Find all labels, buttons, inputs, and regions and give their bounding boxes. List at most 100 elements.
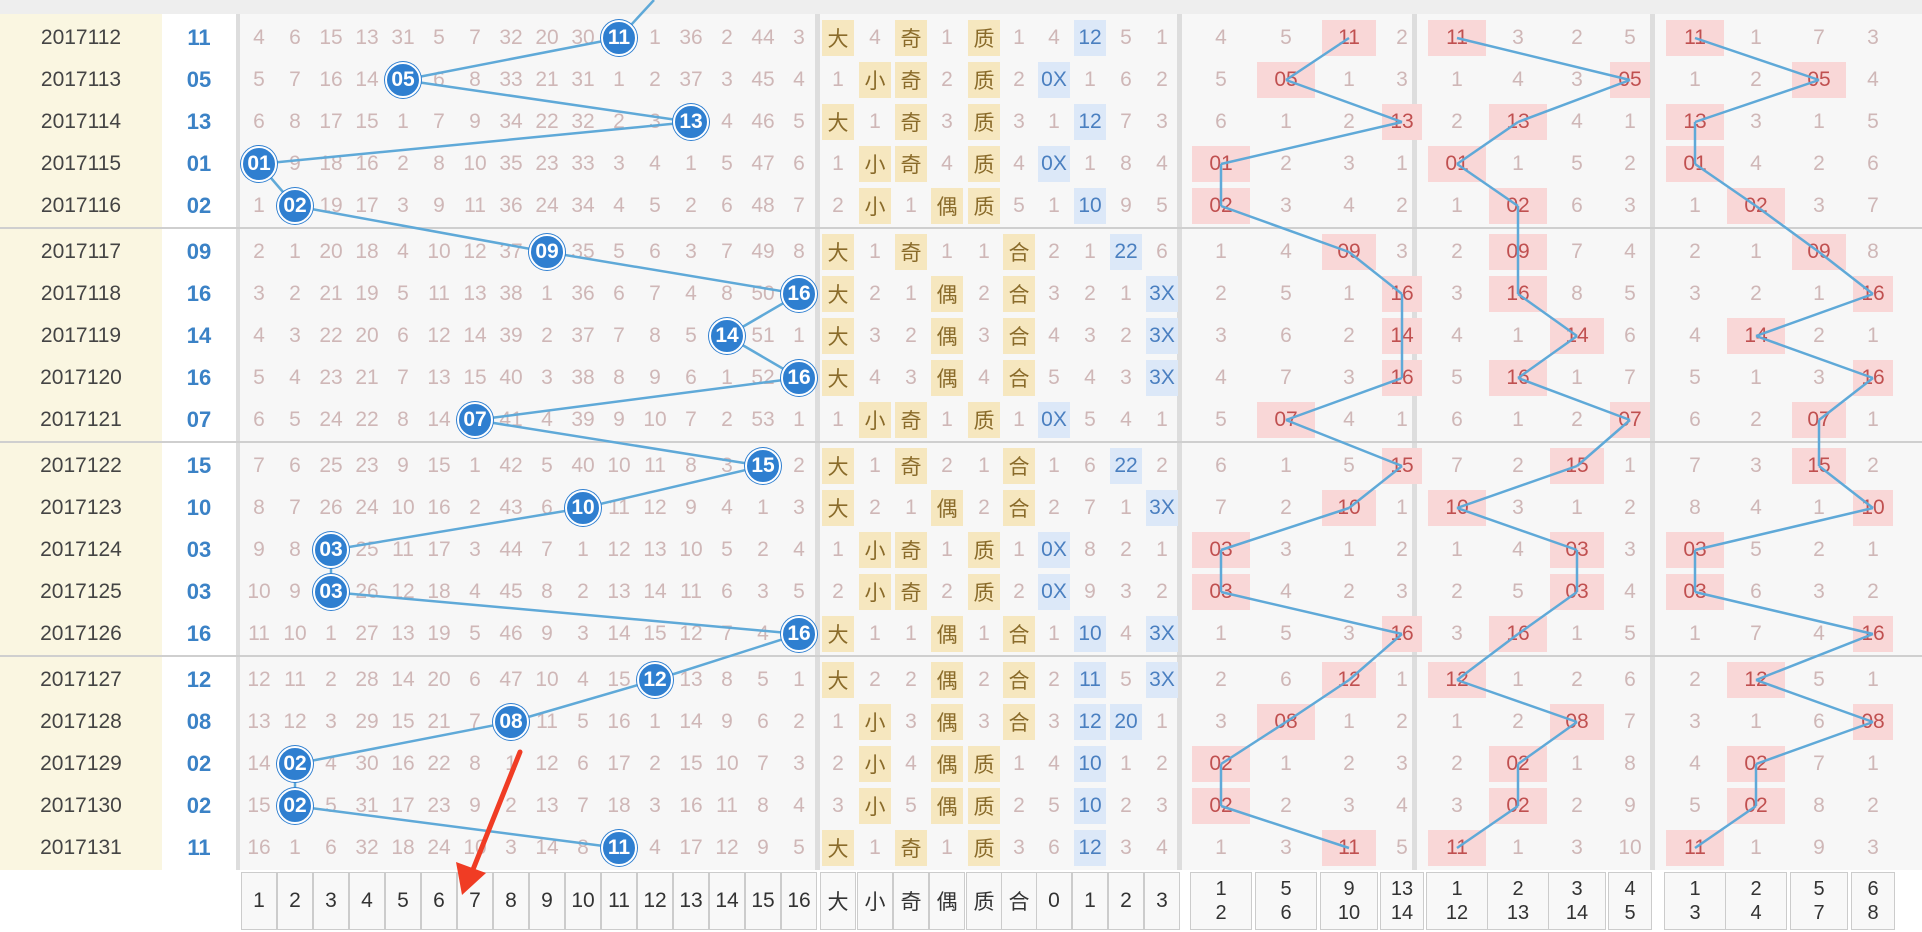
- footer-route: 1: [1072, 872, 1108, 930]
- footer-line: 3: [1689, 902, 1701, 924]
- miss-cell: 45: [499, 580, 523, 603]
- miss-cell: 12: [247, 668, 271, 691]
- group-b-cell: 3: [1624, 538, 1636, 561]
- attr-highlight: [895, 402, 927, 438]
- miss-cell: 3: [649, 110, 661, 133]
- group-a-cell: 3: [1280, 194, 1292, 217]
- group-a-cell: 2: [1396, 194, 1408, 217]
- attr-cell: 质: [973, 754, 995, 777]
- attr-cell: 2: [1013, 794, 1025, 817]
- trend-line-b: [1456, 162, 1519, 208]
- miss-cell: 3: [721, 68, 733, 91]
- miss-cell: 28: [355, 668, 379, 691]
- attr-cell: 大: [827, 838, 849, 861]
- attr-cell: 质: [973, 112, 995, 135]
- attr-cell: 大: [827, 326, 849, 349]
- attr-cell: 偶: [936, 196, 958, 219]
- number-column-bg: [162, 0, 236, 870]
- route-cell: 1: [1156, 538, 1168, 561]
- miss-cell: 21: [535, 68, 559, 91]
- attr-highlight: [822, 104, 854, 140]
- trend-line-main: [294, 804, 620, 850]
- trend-line-b: [1517, 590, 1578, 636]
- attr-cell: 1: [869, 622, 881, 645]
- trend-line-main: [294, 204, 548, 254]
- miss-cell: 17: [679, 836, 703, 859]
- group-c-cell: 1: [1750, 26, 1762, 49]
- column-separator-0: [236, 0, 240, 932]
- trend-line-main: [330, 506, 584, 552]
- miss-cell: 5: [793, 836, 805, 859]
- group-b-cell: 3: [1451, 622, 1463, 645]
- group-a-cell: 1: [1396, 496, 1408, 519]
- attr-highlight: [859, 532, 891, 568]
- attr-cell: 2: [978, 668, 990, 691]
- route-cell: 2: [1120, 794, 1132, 817]
- attr-cell: 2: [832, 194, 844, 217]
- group-c-cell: 2: [1750, 408, 1762, 431]
- group-a-cell: 2: [1396, 538, 1408, 561]
- miss-cell: 3: [721, 454, 733, 477]
- trend-line-b: [1517, 292, 1578, 338]
- attr-cell: 奇: [900, 28, 922, 51]
- trend-line-c: [1694, 506, 1874, 552]
- route-cell: 2: [1120, 324, 1132, 347]
- route-cell: 22: [1114, 240, 1138, 263]
- number-marker: 02: [277, 788, 313, 824]
- group-a-cell: 7: [1280, 366, 1292, 389]
- miss-cell: 53: [751, 408, 775, 431]
- draw-number: 05: [186, 67, 212, 92]
- period-label: 2017127: [40, 668, 122, 691]
- route-highlight: [1074, 704, 1106, 740]
- period-label: 2017114: [40, 110, 122, 133]
- attr-cell: 小: [864, 712, 886, 735]
- attr-cell: 2: [1013, 68, 1025, 91]
- footer-number: 11: [601, 872, 637, 930]
- miss-cell: 38: [499, 282, 523, 305]
- route-cell: 0X: [1041, 408, 1067, 431]
- column-separator-2: [1177, 0, 1182, 932]
- route-highlight: [1038, 402, 1070, 438]
- miss-cell: 7: [289, 68, 301, 91]
- trend-line-b: [1456, 678, 1578, 724]
- group-a-cell: 4: [1280, 580, 1292, 603]
- attr-cell: 5: [905, 794, 917, 817]
- group-c-cell: 5: [1750, 538, 1762, 561]
- draw-number: 11: [187, 25, 211, 50]
- group-b-cell: 4: [1512, 68, 1524, 91]
- group-b-cell: 7: [1624, 366, 1636, 389]
- miss-cell: 46: [499, 622, 523, 645]
- miss-cell: 8: [433, 152, 445, 175]
- group-divider: [0, 655, 1922, 657]
- footer-number: 12: [637, 872, 673, 930]
- group-c-cell: 1: [1867, 752, 1879, 775]
- route-highlight: [1074, 746, 1106, 782]
- miss-cell: 12: [463, 240, 487, 263]
- miss-cell: 7: [793, 194, 805, 217]
- group-b-cell: 1: [1571, 366, 1583, 389]
- miss-cell: 2: [613, 110, 625, 133]
- route-highlight: [1074, 188, 1106, 224]
- attr-highlight: [859, 574, 891, 610]
- miss-cell: 2: [649, 752, 661, 775]
- group-c-cell: 1: [1689, 194, 1701, 217]
- route-cell: 1: [1120, 282, 1132, 305]
- draw-number: 03: [186, 579, 212, 604]
- miss-cell: 11: [464, 194, 486, 217]
- group-a-cell: 3: [1280, 538, 1292, 561]
- group-b-cell: 5: [1571, 152, 1583, 175]
- route-highlight: [1074, 788, 1106, 824]
- group-a-cell: 3: [1343, 366, 1355, 389]
- attr-cell: 大: [827, 28, 849, 51]
- miss-cell: 40: [499, 366, 523, 389]
- miss-cell: 14: [607, 622, 631, 645]
- attr-cell: 大: [827, 624, 849, 647]
- group-a-cell: 1: [1280, 454, 1292, 477]
- group-a-cell: 1: [1280, 752, 1292, 775]
- footer-line: 14: [1390, 902, 1414, 924]
- miss-cell: 11: [536, 710, 558, 733]
- attr-cell: 1: [869, 240, 881, 263]
- route-cell: 2: [1048, 496, 1060, 519]
- number-marker: 05: [385, 62, 421, 98]
